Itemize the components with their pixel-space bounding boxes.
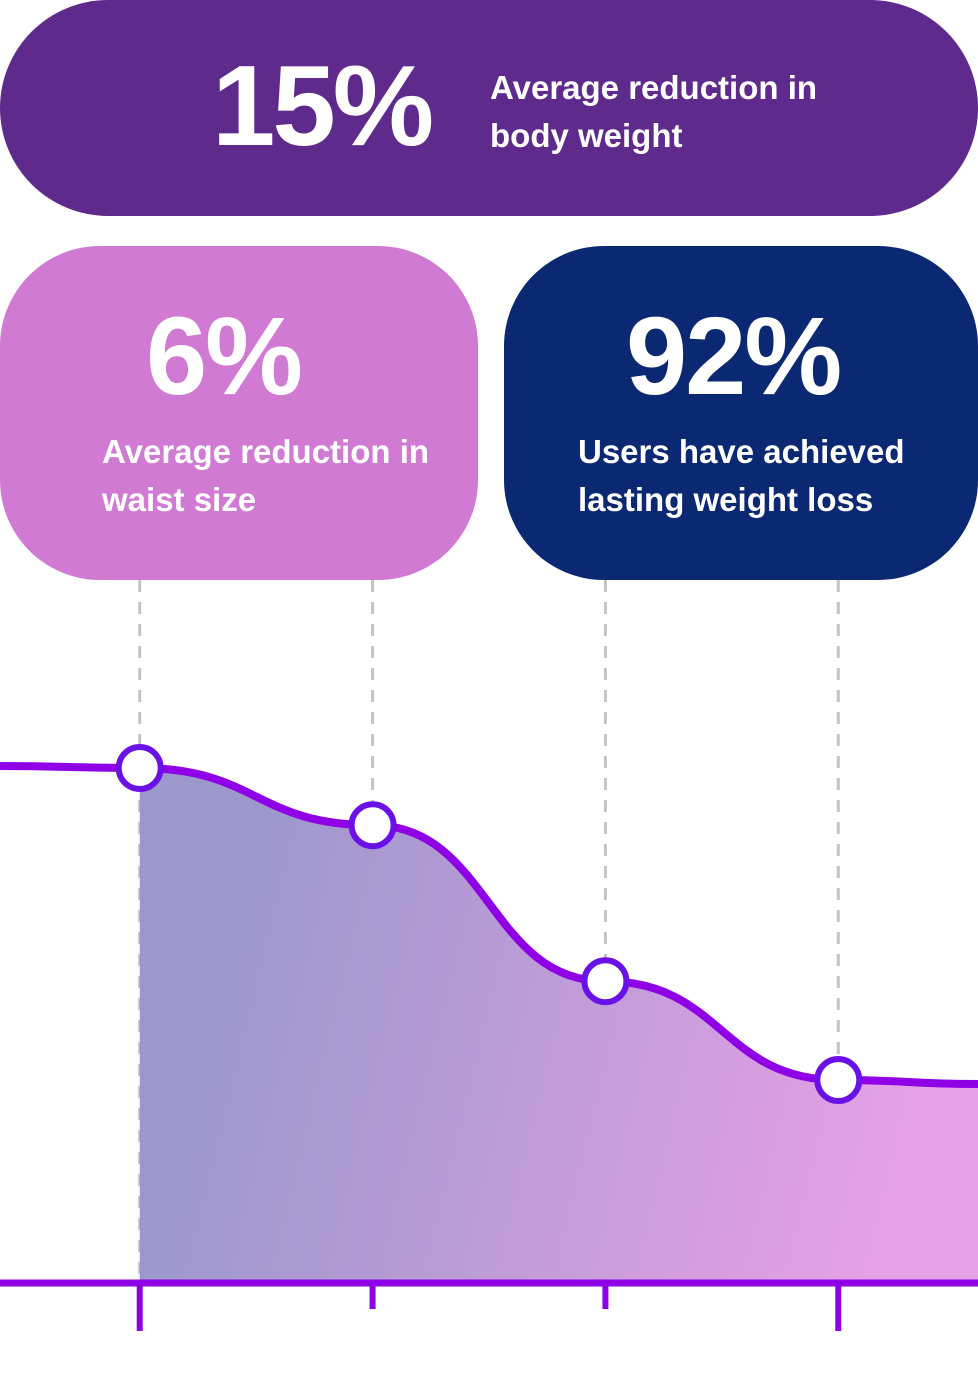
area-under-curve <box>139 768 978 1283</box>
stat-value-waist-size: 6% <box>146 295 303 418</box>
data-point-2 <box>348 801 397 850</box>
guide-lines <box>138 580 840 1283</box>
stat-card-waist-size: 6% Average reduction in waist size <box>0 246 478 580</box>
stat-card-lasting-loss: 92% Users have achieved lasting weight l… <box>504 246 978 580</box>
stat-card-body-weight: 15% Average reduction in body weight <box>0 0 978 216</box>
data-markers <box>115 744 863 1104</box>
stat-value-lasting-loss: 92% <box>626 295 842 418</box>
data-point-4 <box>814 1056 863 1104</box>
stat-value-body-weight: 15% <box>212 43 434 170</box>
stat-label-body-weight: Average reduction in body weight <box>490 69 818 154</box>
stat-label-lasting-loss: Users have achieved lasting weight loss <box>578 433 905 518</box>
x-axis-ticks <box>136 1283 842 1331</box>
data-point-3 <box>581 957 630 1006</box>
stat-label-waist-size: Average reduction in waist size <box>102 433 430 518</box>
data-point-1 <box>115 744 164 792</box>
